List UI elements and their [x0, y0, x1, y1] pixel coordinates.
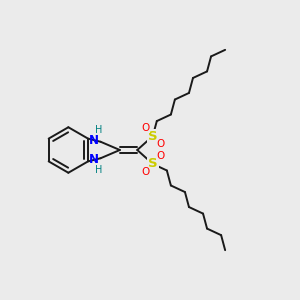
Text: H: H [95, 165, 102, 175]
Text: S: S [148, 158, 158, 170]
Text: O: O [141, 167, 149, 177]
Text: O: O [156, 140, 164, 149]
Text: N: N [88, 152, 98, 166]
Text: O: O [141, 123, 149, 133]
Text: O: O [156, 151, 164, 160]
Text: S: S [148, 130, 158, 142]
Text: N: N [88, 134, 98, 148]
Text: H: H [95, 125, 102, 135]
